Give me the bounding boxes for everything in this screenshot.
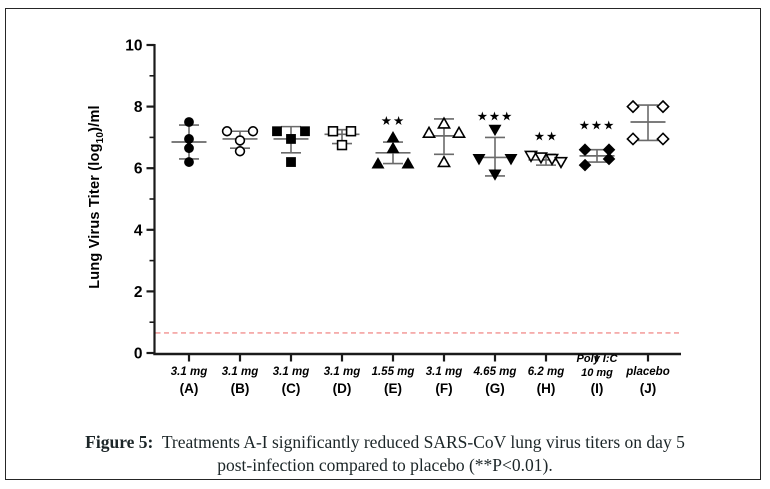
data-point bbox=[534, 152, 548, 165]
group-letter-label: (D) bbox=[333, 381, 352, 396]
data-point bbox=[371, 157, 385, 169]
significance-stars: ★★ bbox=[534, 129, 558, 143]
figure-caption: Figure 5: Treatments A-I significantly r… bbox=[0, 431, 770, 477]
dose-label: 3.1 mg bbox=[171, 366, 207, 378]
dose-label: 4.65 mg bbox=[473, 366, 517, 378]
dose-label: Poly I:C bbox=[577, 353, 619, 365]
data-point bbox=[472, 154, 486, 166]
group-letter-label: (F) bbox=[435, 381, 452, 396]
data-point bbox=[300, 126, 310, 137]
data-point bbox=[336, 139, 348, 151]
data-point bbox=[327, 126, 339, 137]
dose-label: 3.1 mg bbox=[273, 366, 309, 378]
data-point bbox=[602, 152, 616, 166]
data-point bbox=[272, 126, 282, 137]
significance-stars: ★★★ bbox=[477, 109, 514, 123]
data-point bbox=[656, 99, 670, 114]
data-point bbox=[488, 169, 502, 181]
data-point bbox=[437, 116, 451, 129]
data-point bbox=[386, 130, 400, 143]
dose-label: 3.1 mg bbox=[222, 366, 258, 378]
data-point bbox=[578, 158, 592, 172]
data-point bbox=[656, 132, 670, 146]
dose-label: 1.55 mg bbox=[372, 366, 415, 378]
group-letter-label: (H) bbox=[537, 381, 556, 396]
data-point bbox=[626, 99, 640, 114]
dose-label: 3.1 mg bbox=[324, 366, 360, 378]
data-point bbox=[184, 117, 194, 127]
group-letter-label: (E) bbox=[384, 381, 402, 396]
group-letter-label: (I) bbox=[591, 381, 604, 396]
data-point bbox=[386, 141, 400, 154]
data-point bbox=[488, 124, 502, 137]
significance-stars: ★★ bbox=[381, 114, 405, 128]
dose-label: 6.2 mg bbox=[528, 366, 564, 378]
data-point bbox=[401, 157, 415, 169]
dose-label: 10 mg bbox=[581, 367, 613, 379]
caption-text-1: Treatments A-I significantly reduced SAR… bbox=[161, 432, 685, 452]
data-point bbox=[184, 157, 194, 167]
data-point bbox=[554, 156, 568, 170]
caption-text-2: post-infection compared to placebo (**P<… bbox=[217, 455, 553, 475]
data-point bbox=[437, 155, 451, 168]
group-letter-label: (B) bbox=[231, 381, 250, 396]
caption-line-1: Figure 5: Treatments A-I significantly r… bbox=[0, 431, 770, 454]
data-point bbox=[578, 143, 592, 157]
data-point bbox=[422, 125, 436, 138]
data-point bbox=[452, 125, 466, 138]
significance-stars: ★★★ bbox=[579, 119, 616, 133]
dose-label: 3.1 mg bbox=[426, 366, 462, 378]
y-tick-label: 10 bbox=[125, 38, 142, 55]
data-point bbox=[221, 126, 233, 137]
y-tick-label: 4 bbox=[134, 222, 143, 239]
y-axis-label-pre: Lung Virus Titer (log bbox=[87, 143, 103, 289]
data-point bbox=[234, 146, 246, 157]
dose-label: placebo bbox=[625, 366, 669, 378]
data-point bbox=[286, 134, 296, 144]
group-letter-label: (J) bbox=[640, 381, 657, 396]
group-letter-label: (G) bbox=[485, 381, 505, 396]
data-point bbox=[504, 154, 518, 166]
data-point bbox=[247, 126, 259, 137]
data-point bbox=[184, 143, 194, 154]
caption-line-2: post-infection compared to placebo (**P<… bbox=[0, 454, 770, 477]
y-tick-label: 0 bbox=[134, 346, 143, 363]
data-point bbox=[286, 157, 296, 167]
group-letter-label: (C) bbox=[282, 381, 301, 396]
data-point bbox=[626, 132, 640, 146]
y-axis-label-sub: 10 bbox=[94, 131, 106, 144]
y-tick-label: 8 bbox=[134, 99, 143, 116]
data-point bbox=[184, 134, 194, 144]
y-tick-label: 6 bbox=[134, 161, 143, 178]
y-tick-label: 2 bbox=[134, 284, 143, 301]
data-point bbox=[234, 135, 246, 146]
y-axis-label-post: )/ml bbox=[87, 105, 103, 132]
scatter-plot: 0 2 4 6 8 10 3.1 mg (A) 3.1 mg (B) 3.1 mg (C) 3.1 mg… bbox=[125, 38, 681, 396]
data-point bbox=[345, 126, 357, 137]
y-axis-label: Lung Virus Titer (log10)/ml bbox=[87, 57, 107, 337]
data-point bbox=[524, 150, 538, 163]
caption-figure-number: Figure 5: bbox=[85, 432, 154, 452]
group-letter-label: (A) bbox=[180, 381, 199, 396]
